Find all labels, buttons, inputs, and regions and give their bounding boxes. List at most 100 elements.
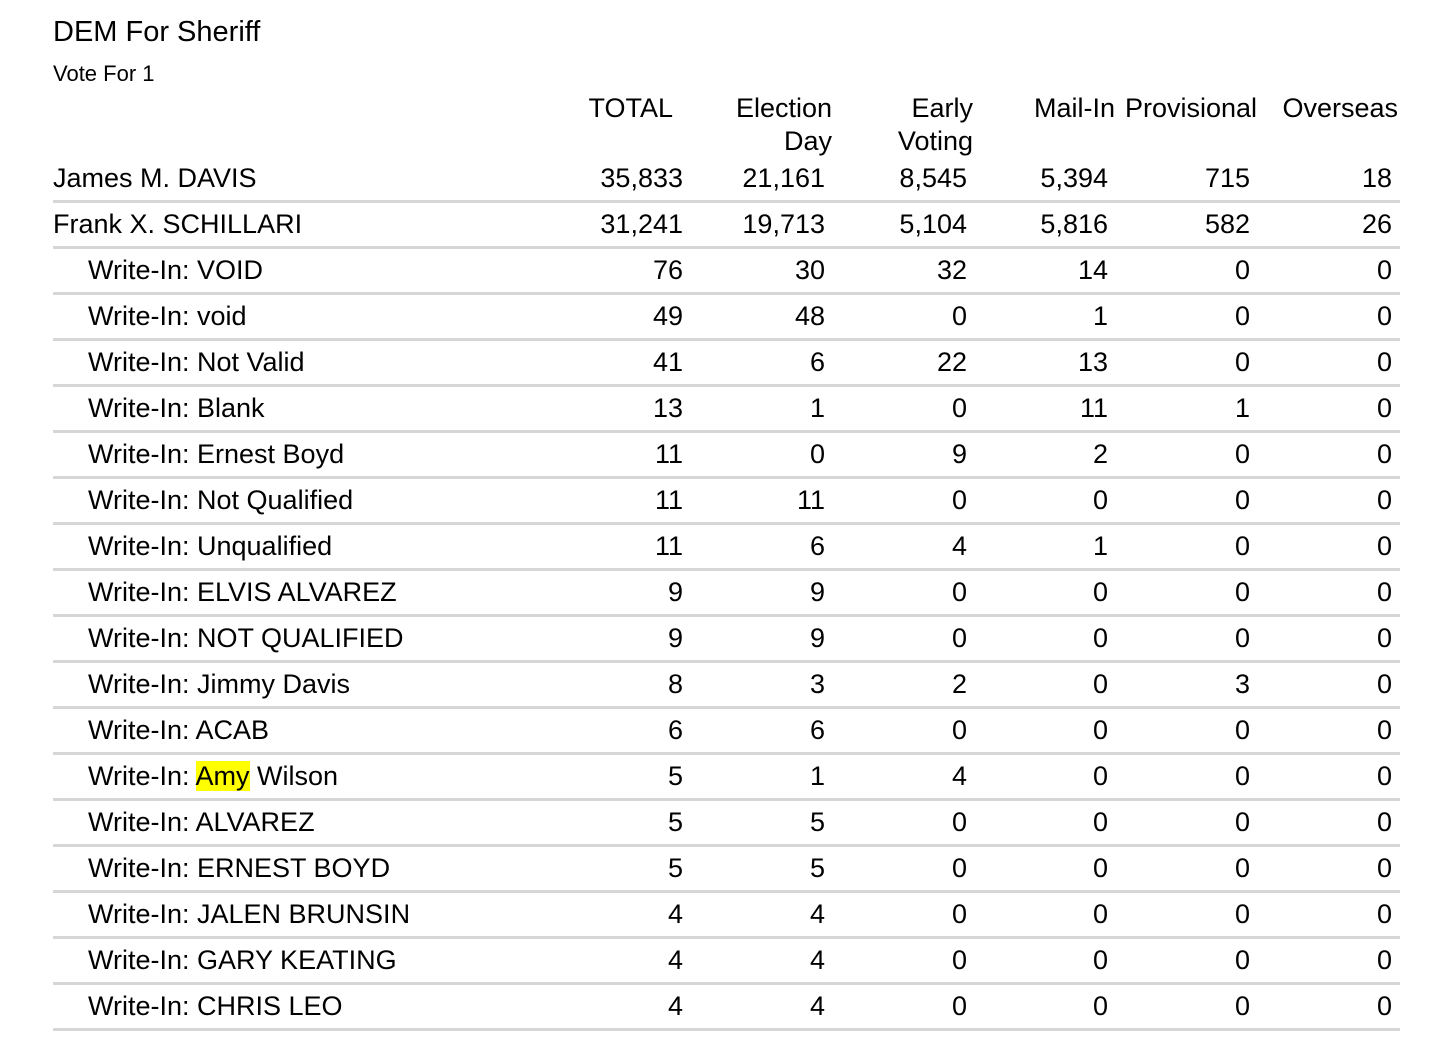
vote-count-overseas: 0: [1376, 807, 1392, 837]
vote-count-total: 35,833: [600, 163, 683, 193]
vote-count-early-voting: 0: [951, 899, 967, 929]
vote-count-total: 13: [652, 393, 683, 423]
vote-count-early-voting: 0: [951, 301, 967, 331]
vote-count-overseas: 0: [1376, 347, 1392, 377]
vote-count-provisional: 0: [1234, 439, 1250, 469]
vote-count-provisional: 0: [1234, 761, 1250, 791]
vote-count-election-day: 9: [809, 577, 825, 607]
table-row: Write-In: ACAB 6 6 0 0 0 0: [53, 709, 1400, 755]
table-row: Write-In: Not Valid 41 6 22 13 0 0: [53, 341, 1400, 387]
vote-count-total: 31,241: [600, 209, 683, 239]
vote-count-election-day: 1: [809, 761, 825, 791]
vote-count-election-day: 5: [809, 853, 825, 883]
table-row: Write-In: ERNEST BOYD 5 5 0 0 0 0: [53, 847, 1400, 893]
table-row: Write-In: GARY KEATING 4 4 0 0 0 0: [53, 939, 1400, 985]
vote-count-overseas: 0: [1376, 991, 1392, 1021]
vote-count-mail-in: 0: [1092, 623, 1108, 653]
vote-count-election-day: 19,713: [742, 209, 825, 239]
candidate-name: Write-In: JALEN BRUNSIN: [88, 899, 411, 929]
vote-count-mail-in: 0: [1092, 761, 1108, 791]
vote-count-total: 11: [654, 531, 683, 561]
vote-count-mail-in: 0: [1092, 669, 1108, 699]
vote-count-provisional: 0: [1234, 347, 1250, 377]
vote-count-total: 5: [667, 761, 683, 791]
table-row: Write-In: VOID 76 30 32 14 0 0: [53, 249, 1400, 295]
vote-count-provisional: 0: [1234, 945, 1250, 975]
vote-count-total: 76: [652, 255, 683, 285]
vote-count-provisional: 0: [1234, 531, 1250, 561]
vote-count-mail-in: 1: [1092, 301, 1108, 331]
vote-count-provisional: 715: [1204, 163, 1250, 193]
vote-count-overseas: 0: [1376, 439, 1392, 469]
column-header-early-voting: Early Voting: [897, 93, 973, 156]
candidate-name: Write-In: CHRIS LEO: [88, 991, 343, 1021]
vote-count-overseas: 26: [1361, 209, 1392, 239]
candidate-name: Write-In: NOT QUALIFIED: [88, 623, 404, 653]
table-row: Write-In: Unqualified 11 6 4 1 0 0: [53, 525, 1400, 571]
vote-count-early-voting: 32: [936, 255, 967, 285]
vote-count-early-voting: 0: [951, 485, 967, 515]
vote-count-mail-in: 0: [1092, 853, 1108, 883]
vote-count-early-voting: 0: [951, 991, 967, 1021]
vote-count-provisional: 0: [1234, 853, 1250, 883]
vote-count-mail-in: 13: [1077, 347, 1108, 377]
vote-count-early-voting: 2: [951, 669, 967, 699]
candidate-name: Write-In: ELVIS ALVAREZ: [88, 577, 397, 607]
vote-count-mail-in: 14: [1077, 255, 1108, 285]
vote-count-overseas: 0: [1376, 669, 1392, 699]
vote-count-mail-in: 0: [1092, 715, 1108, 745]
candidate-name-rest: Wilson: [249, 761, 339, 791]
candidate-name: Write-In: Not Qualified: [88, 485, 354, 515]
vote-count-total: 4: [667, 991, 683, 1021]
vote-count-overseas: 0: [1376, 899, 1392, 929]
vote-count-provisional: 0: [1234, 715, 1250, 745]
vote-count-total: 11: [654, 485, 683, 515]
vote-count-provisional: 1: [1234, 393, 1250, 423]
vote-count-mail-in: 0: [1092, 485, 1108, 515]
highlighted-text: Amy: [195, 761, 250, 791]
candidate-name: Write-In: Blank: [88, 393, 265, 423]
vote-count-early-voting: 0: [951, 623, 967, 653]
vote-count-election-day: 9: [809, 623, 825, 653]
candidate-name-prefix: Write-In:: [88, 761, 196, 791]
table-row: Write-In: Amy Wilson 5 1 4 0 0 0: [53, 755, 1400, 801]
table-row: Write-In: void 49 48 0 1 0 0: [53, 295, 1400, 341]
vote-count-election-day: 11: [796, 485, 825, 515]
vote-count-early-voting: 8,545: [899, 163, 967, 193]
vote-count-provisional: 3: [1234, 669, 1250, 699]
vote-count-provisional: 0: [1234, 485, 1250, 515]
candidate-name: James M. DAVIS: [53, 163, 257, 193]
vote-count-provisional: 0: [1234, 255, 1250, 285]
vote-count-overseas: 0: [1376, 531, 1392, 561]
candidate-name: Frank X. SCHILLARI: [53, 209, 303, 239]
candidate-name: Write-In: ERNEST BOYD: [88, 853, 391, 883]
vote-count-mail-in: 0: [1092, 991, 1108, 1021]
vote-count-election-day: 3: [809, 669, 825, 699]
vote-count-mail-in: 0: [1092, 807, 1108, 837]
candidate-name: Write-In: void: [88, 301, 247, 331]
vote-count-provisional: 0: [1234, 991, 1250, 1021]
vote-count-provisional: 0: [1234, 623, 1250, 653]
vote-count-mail-in: 0: [1092, 577, 1108, 607]
vote-count-early-voting: 4: [951, 761, 967, 791]
vote-count-total: 5: [667, 853, 683, 883]
vote-count-mail-in: 2: [1092, 439, 1108, 469]
vote-count-election-day: 6: [809, 347, 825, 377]
vote-count-election-day: 30: [794, 255, 825, 285]
candidate-name: Write-In: Ernest Boyd: [88, 439, 345, 469]
vote-count-total: 49: [652, 301, 683, 331]
vote-count-overseas: 0: [1376, 853, 1392, 883]
candidate-name: Write-In: ACAB: [88, 715, 270, 745]
vote-count-mail-in: 0: [1092, 945, 1108, 975]
vote-count-overseas: 0: [1376, 485, 1392, 515]
vote-count-total: 8: [667, 669, 683, 699]
vote-count-overseas: 0: [1376, 255, 1392, 285]
vote-count-early-voting: 22: [936, 347, 967, 377]
vote-count-overseas: 0: [1376, 393, 1392, 423]
vote-count-total: 6: [667, 715, 683, 745]
candidate-name: Write-In: ALVAREZ: [88, 807, 315, 837]
vote-count-provisional: 0: [1234, 807, 1250, 837]
candidate-name: Write-In: Jimmy Davis: [88, 669, 351, 699]
vote-count-overseas: 0: [1376, 715, 1392, 745]
vote-count-overseas: 0: [1376, 945, 1392, 975]
